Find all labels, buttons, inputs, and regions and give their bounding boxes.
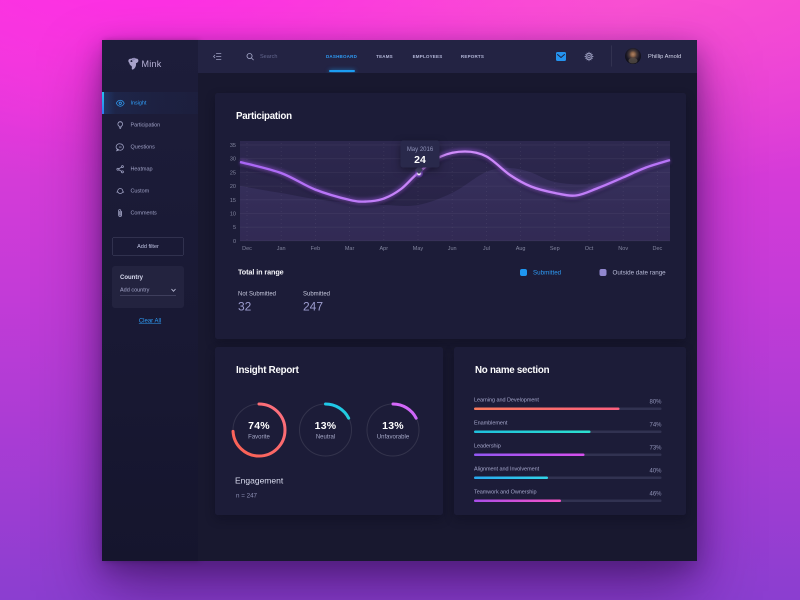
svg-text:5: 5 bbox=[233, 225, 236, 231]
svg-text:0: 0 bbox=[233, 239, 236, 245]
svg-text:Aug: Aug bbox=[516, 246, 526, 252]
svg-text:15: 15 bbox=[230, 198, 236, 204]
svg-text:Dec: Dec bbox=[242, 246, 252, 252]
svg-text:Oct: Oct bbox=[585, 246, 594, 252]
svg-text:Dec: Dec bbox=[653, 246, 663, 252]
svg-text:24: 24 bbox=[414, 154, 426, 166]
svg-text:Nov: Nov bbox=[618, 246, 628, 252]
svg-text:25: 25 bbox=[230, 170, 236, 176]
svg-text:May: May bbox=[413, 246, 424, 252]
svg-text:Feb: Feb bbox=[311, 246, 320, 252]
svg-text:Apr: Apr bbox=[380, 246, 389, 252]
svg-text:35: 35 bbox=[230, 143, 236, 149]
svg-text:30: 30 bbox=[230, 157, 236, 163]
svg-text:Mar: Mar bbox=[345, 246, 355, 252]
svg-text:May 2016: May 2016 bbox=[407, 147, 434, 153]
svg-text:10: 10 bbox=[230, 212, 236, 218]
svg-text:Jul: Jul bbox=[483, 246, 490, 252]
svg-text:20: 20 bbox=[230, 184, 236, 190]
svg-text:Sep: Sep bbox=[550, 246, 560, 252]
svg-text:Jan: Jan bbox=[277, 246, 286, 252]
svg-text:Jun: Jun bbox=[448, 246, 457, 252]
